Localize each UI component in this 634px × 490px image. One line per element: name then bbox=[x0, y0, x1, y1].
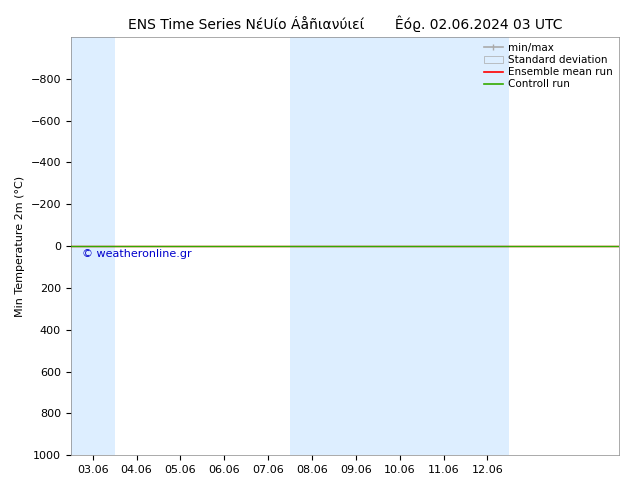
Title: ENS Time Series ΝέUίο Áåñιανύιεί       Êόϱ. 02.06.2024 03 UTC: ENS Time Series ΝέUίο Áåñιανύιεί Êόϱ. 02… bbox=[127, 15, 562, 31]
Bar bbox=[422, 37, 509, 455]
Bar bbox=[71, 37, 115, 455]
Text: © weatheronline.gr: © weatheronline.gr bbox=[82, 249, 191, 259]
Y-axis label: Min Temperature 2m (°C): Min Temperature 2m (°C) bbox=[15, 175, 25, 317]
Bar bbox=[290, 37, 422, 455]
Legend: min/max, Standard deviation, Ensemble mean run, Controll run: min/max, Standard deviation, Ensemble me… bbox=[480, 39, 617, 94]
